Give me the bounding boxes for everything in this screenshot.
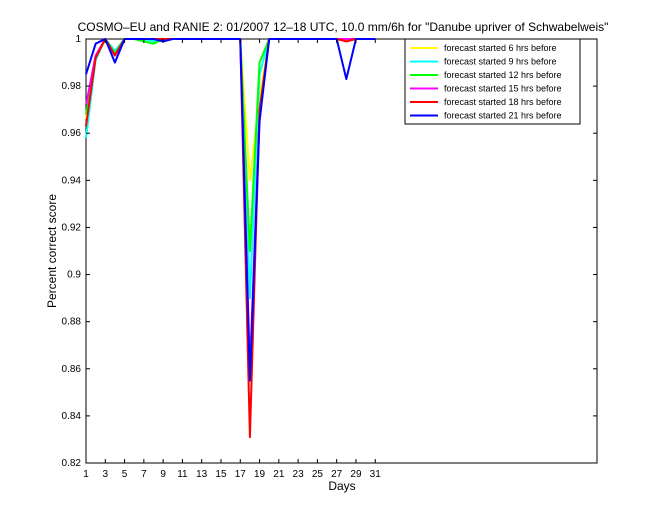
x-tick-label: 13	[196, 469, 208, 480]
y-tick-label: 0.84	[62, 411, 82, 422]
legend: forecast started 6 hrs before forecast st…	[404, 38, 581, 125]
legend-box	[404, 38, 581, 125]
x-tick-label: 25	[312, 469, 324, 480]
series-line-6	[85, 38, 376, 382]
x-tick-label: 11	[177, 469, 188, 480]
y-tick-label: 0.9	[67, 270, 81, 281]
x-tick-label: 31	[370, 469, 382, 480]
y-tick-label: 0.88	[62, 317, 82, 328]
legend-label: forecast started 18 hrs before	[444, 97, 562, 107]
x-tick-label: 19	[254, 469, 266, 480]
y-tick-label: 0.98	[62, 81, 82, 92]
y-tick-label: 0.86	[62, 364, 82, 375]
legend-label: forecast started 15 hrs before	[444, 84, 562, 94]
x-tick-label: 23	[293, 469, 305, 480]
x-axis-title: Days	[328, 479, 355, 493]
x-tick-label: 7	[141, 469, 147, 480]
x-tick-label: 27	[331, 469, 343, 480]
x-tick-label: 3	[103, 469, 109, 480]
y-tick-label: 1	[75, 34, 81, 45]
y-tick-label: 0.94	[62, 175, 82, 186]
x-tick-label: 15	[215, 469, 227, 480]
x-tick-label: 17	[235, 469, 247, 480]
legend-label: forecast started 9 hrs before	[444, 57, 557, 67]
y-tick-label: 0.82	[62, 458, 82, 469]
y-axis-title: Percent correct score	[45, 194, 59, 308]
legend-label: forecast started 21 hrs before	[444, 111, 562, 121]
chart-title: COSMO–EU and RANIE 2: 01/2007 12–18 UTC,…	[78, 20, 609, 34]
y-tick-label: 0.92	[62, 222, 82, 233]
y-tick-label: 0.96	[62, 128, 82, 139]
legend-label: forecast started 12 hrs before	[444, 70, 562, 80]
axes-layer: 1 3 5 7 9 11 13 15 17 19 21 23 25 27 29 310.820.840.860…	[62, 34, 597, 480]
x-tick-label: 29	[350, 469, 362, 480]
x-tick-label: 9	[160, 469, 166, 480]
x-tick-label: 21	[273, 469, 285, 480]
x-tick-label: 1	[83, 469, 89, 480]
x-tick-label: 5	[122, 469, 128, 480]
series-layer	[85, 38, 376, 439]
legend-label: forecast started 6 hrs before	[444, 43, 557, 53]
